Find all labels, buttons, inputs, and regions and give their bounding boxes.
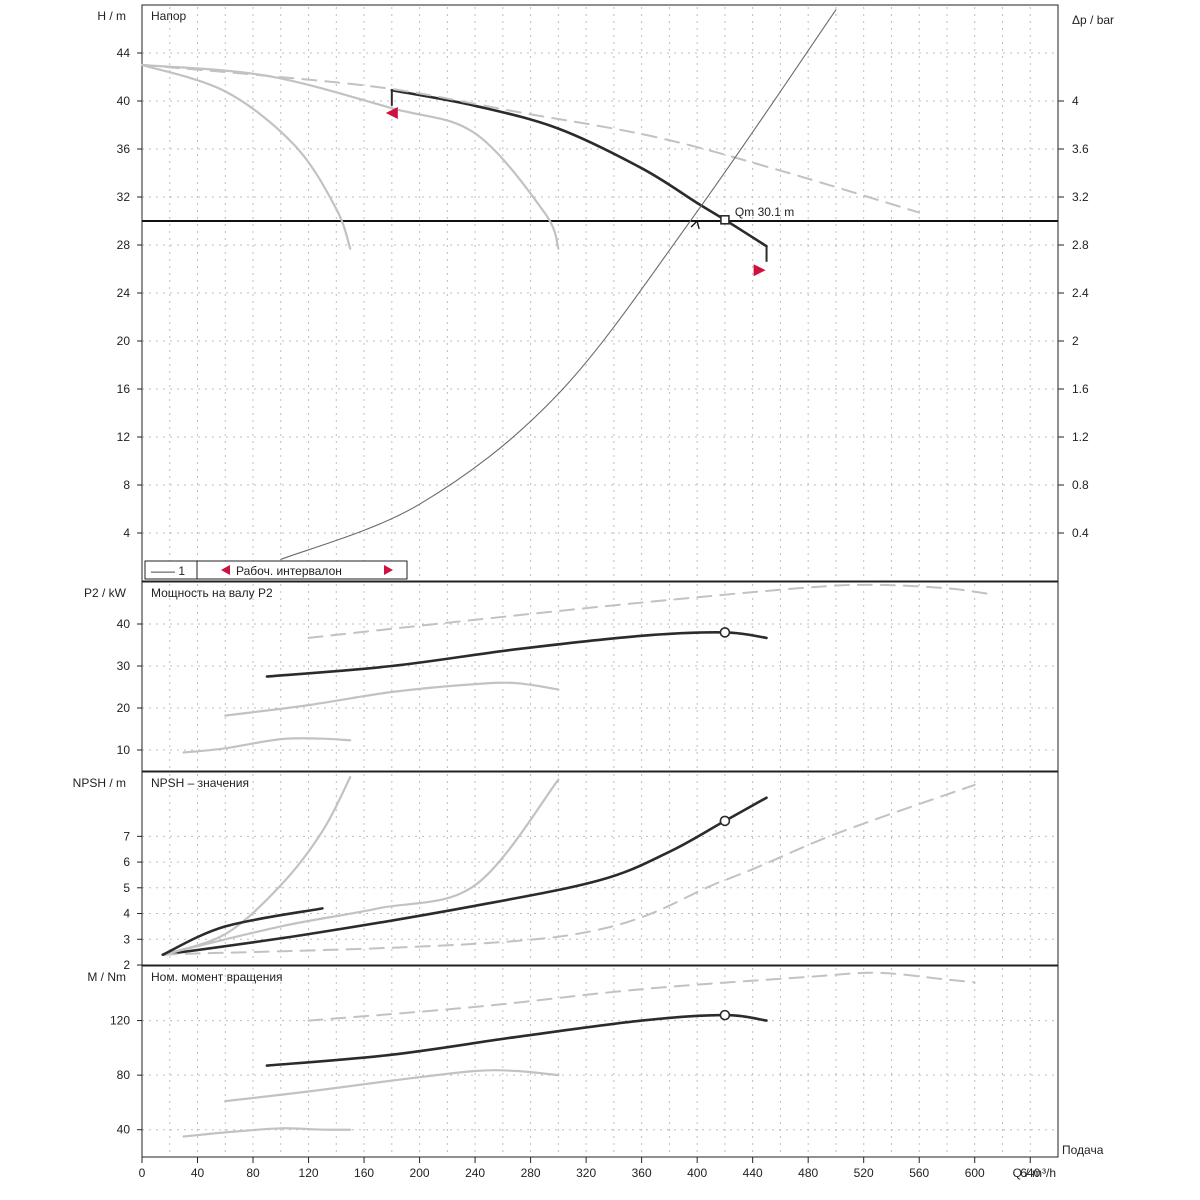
y-right-tick-label: 4 [1072, 94, 1079, 108]
x-tick-label: 240 [465, 1166, 485, 1180]
y-tick-label: 30 [117, 659, 131, 673]
legend-item: —— 1 [151, 564, 185, 578]
series-curve-main [265, 1013, 768, 1067]
series-curve-main [265, 631, 768, 678]
x-tick-label: 560 [909, 1166, 929, 1180]
series-curve-alt [140, 63, 352, 250]
series-curve-alt [182, 1127, 352, 1138]
y-tick-label: 5 [123, 881, 130, 895]
y-tick-label: 40 [117, 1123, 131, 1137]
y-tick-label: 44 [117, 46, 131, 60]
panel-title: Мощность на валу P2 [151, 586, 273, 600]
x-axis-label: Q / m³/h [1013, 1166, 1056, 1180]
y-right-tick-label: 2.8 [1072, 238, 1089, 252]
x-axis-right-label: Подача [1062, 1143, 1104, 1157]
series-curve-alt [182, 737, 352, 754]
y-tick-label: 4 [123, 526, 130, 540]
y-tick-label: 24 [117, 286, 131, 300]
legend-marker-left [221, 565, 230, 575]
y-right-tick-label: 0.8 [1072, 478, 1089, 492]
panel-title: NPSH – значения [151, 776, 249, 790]
series-curve-alt [224, 1069, 560, 1103]
y-axis-label: M / Nm [87, 970, 126, 984]
y-right-tick-label: 2 [1072, 334, 1079, 348]
series-curve-alt [224, 681, 560, 717]
x-tick-label: 600 [965, 1166, 985, 1180]
y-right-tick-label: 0.4 [1072, 526, 1089, 540]
y-axis-label: H / m [97, 9, 126, 23]
y-tick-label: 16 [117, 382, 131, 396]
x-tick-label: 320 [576, 1166, 596, 1180]
x-tick-label: 440 [743, 1166, 763, 1180]
y-tick-label: 32 [117, 190, 131, 204]
x-tick-label: 0 [139, 1166, 146, 1180]
y-tick-label: 20 [117, 701, 131, 715]
panel-title: Напор [151, 9, 187, 23]
x-tick-label: 80 [246, 1166, 260, 1180]
intersection-arrow [690, 219, 700, 230]
series-curve-main [161, 907, 324, 956]
x-tick-label: 40 [191, 1166, 205, 1180]
y-tick-label: 20 [117, 334, 131, 348]
y-right-tick-label: 1.6 [1072, 382, 1089, 396]
series-curve-alt_dashed [307, 583, 990, 639]
working-range-marker [753, 264, 766, 277]
series-curve-alt_dashed [307, 971, 976, 1022]
panel-frame [141, 581, 1059, 772]
y-tick-label: 40 [117, 94, 131, 108]
x-tick-label: 200 [410, 1166, 430, 1180]
y-right-tick-label: 1.2 [1072, 430, 1089, 444]
operating-point-marker [719, 815, 731, 827]
y-right-tick-label: 3.6 [1072, 142, 1089, 156]
panel-frame [141, 965, 1059, 1158]
y-tick-label: 10 [117, 743, 131, 757]
series-curve-alt [140, 63, 560, 250]
y-tick-label: 36 [117, 142, 131, 156]
x-tick-label: 120 [299, 1166, 319, 1180]
legend-marker-right [384, 565, 393, 575]
operating-point-marker [720, 215, 730, 225]
y-axis-label: NPSH / m [73, 776, 126, 790]
x-tick-label: 360 [632, 1166, 652, 1180]
y-tick-label: 8 [123, 478, 130, 492]
series-curve-main [161, 796, 768, 956]
legend-item: Рабоч. интервалон [236, 564, 342, 578]
series-curve-alt_dashed [161, 783, 976, 956]
x-tick-label: 160 [354, 1166, 374, 1180]
series-curve-alt [161, 778, 560, 956]
operating-point-label: Qm 30.1 m [735, 205, 794, 219]
y-tick-label: 40 [117, 617, 131, 631]
y-tick-label: 80 [117, 1068, 131, 1082]
series-curve-system [280, 9, 837, 560]
panel-title: Ном. момент вращения [151, 970, 283, 984]
y-tick-label: 4 [123, 907, 130, 921]
x-tick-label: 520 [854, 1166, 874, 1180]
series-curve-main [390, 88, 768, 248]
operating-point-marker [719, 1009, 731, 1021]
y-right-tick-label: 3.2 [1072, 190, 1089, 204]
y-right-axis-label: Δp / bar [1072, 13, 1114, 27]
y-tick-label: 7 [123, 829, 130, 843]
y-tick-label: 3 [123, 932, 130, 946]
panel-frame [141, 771, 1059, 966]
y-right-tick-label: 2.4 [1072, 286, 1089, 300]
series-curve-alt [161, 776, 352, 956]
y-tick-label: 120 [110, 1014, 130, 1028]
operating-point-marker [719, 627, 731, 638]
y-tick-label: 12 [117, 430, 131, 444]
y-tick-label: 28 [117, 238, 131, 252]
x-tick-label: 480 [798, 1166, 818, 1180]
y-axis-label: P2 / kW [84, 586, 127, 600]
legend-box [144, 560, 408, 580]
working-range-marker [385, 107, 398, 119]
y-tick-label: 2 [123, 958, 130, 972]
y-tick-label: 6 [123, 855, 130, 869]
x-tick-label: 640 [1020, 1166, 1040, 1180]
x-tick-label: 400 [687, 1166, 707, 1180]
x-tick-label: 280 [521, 1166, 541, 1180]
